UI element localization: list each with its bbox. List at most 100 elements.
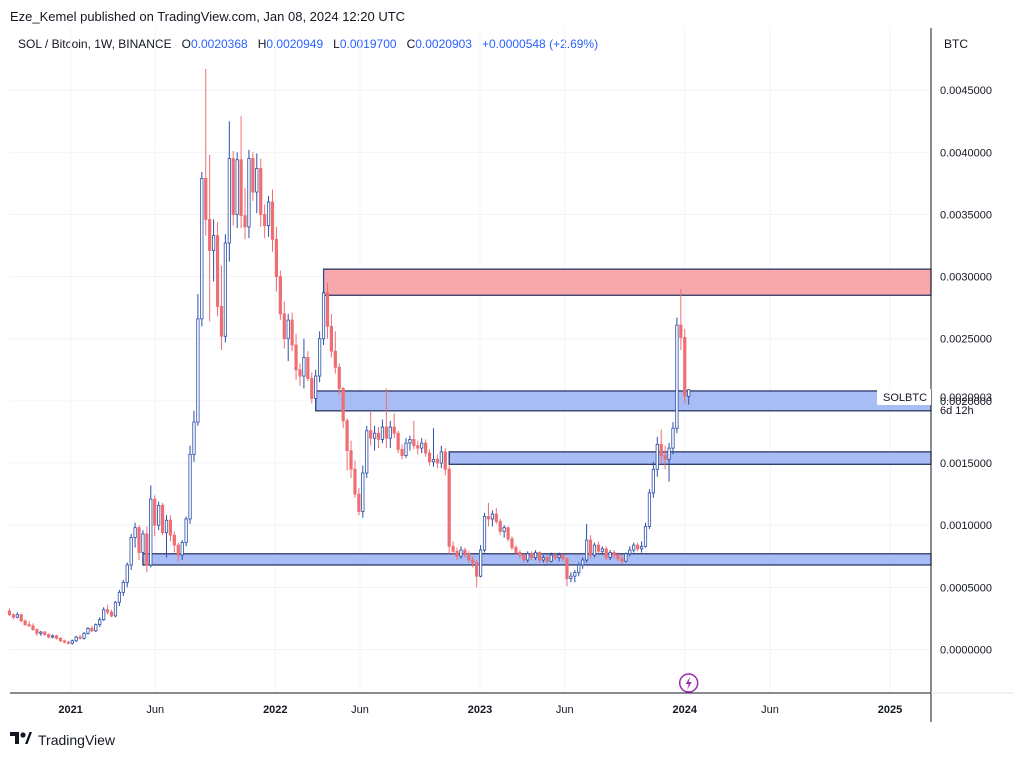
candle	[294, 333, 298, 380]
candle	[349, 440, 353, 478]
candle	[679, 289, 683, 350]
candle	[321, 269, 326, 345]
candle	[565, 557, 569, 587]
candle	[502, 525, 506, 538]
candle	[569, 572, 573, 583]
candle-body	[15, 614, 19, 618]
price-axis[interactable]: 0.0045000 0.0040000 0.0035000 0.0030000 0.00…	[940, 85, 992, 656]
candle-body	[137, 527, 141, 553]
price-tick-label: 0.0040000	[940, 147, 992, 159]
candle	[298, 363, 302, 386]
candle	[196, 294, 200, 426]
candle	[478, 545, 483, 578]
supply-zone[interactable]	[322, 268, 932, 296]
candle-body	[310, 378, 314, 399]
candle-body	[451, 545, 455, 552]
candle	[608, 550, 612, 560]
demand-zone[interactable]	[315, 390, 932, 412]
candle	[7, 608, 12, 616]
candle-body	[537, 552, 542, 561]
candle	[51, 634, 55, 639]
candle-body	[188, 453, 192, 520]
legend-symbol[interactable]: SOL / Bitcoin, 1W, BINANCE	[18, 37, 172, 51]
candle	[659, 429, 663, 465]
candle	[337, 363, 341, 395]
candle-body	[365, 430, 369, 474]
candle-body	[345, 420, 349, 452]
candle-body	[647, 492, 652, 527]
candle-body	[416, 445, 420, 449]
candle-body	[247, 158, 251, 228]
time-axis[interactable]: 2021 Jun 2022 Jun 2023 Jun 2024 Jun 2025	[58, 704, 902, 716]
candle-body	[388, 426, 392, 439]
candle	[573, 569, 577, 583]
candle	[121, 579, 125, 597]
candle-body	[679, 324, 683, 338]
candle	[514, 545, 518, 556]
zones	[142, 268, 932, 566]
candle	[416, 440, 420, 455]
candle	[145, 526, 149, 573]
candle	[639, 541, 644, 553]
time-tick-label: Jun	[351, 704, 369, 716]
lightning-icon[interactable]	[678, 673, 699, 693]
events[interactable]	[678, 673, 699, 693]
candle-body	[70, 640, 74, 644]
candle	[137, 525, 141, 560]
currency-label[interactable]: BTC	[944, 37, 968, 51]
candle-body	[592, 544, 597, 556]
candle-body	[687, 389, 691, 397]
tradingview-logo[interactable]: TradingView	[10, 731, 115, 748]
candle	[357, 487, 361, 516]
candle	[160, 502, 165, 536]
candle-body	[498, 521, 502, 532]
candle	[286, 313, 290, 362]
candle	[624, 552, 628, 563]
candle-body	[27, 624, 31, 627]
time-tick-label: 2022	[263, 704, 287, 716]
candle-body	[659, 444, 663, 456]
candle-body	[39, 631, 43, 634]
candle-body	[612, 552, 616, 556]
candle	[200, 172, 204, 327]
candle	[353, 460, 357, 498]
candle-body	[325, 292, 330, 327]
candle-body	[149, 498, 153, 566]
time-tick-label: Jun	[146, 704, 164, 716]
candle	[510, 536, 514, 551]
tradingview-logo-icon	[10, 731, 32, 748]
candle-body	[624, 553, 628, 562]
candle-body	[412, 439, 416, 447]
demand-zone[interactable]	[448, 451, 932, 465]
candle-body	[577, 564, 581, 573]
candle-body	[74, 636, 78, 642]
candle	[27, 620, 31, 628]
candle	[451, 541, 455, 556]
candle-body	[145, 533, 149, 566]
candle-body	[172, 534, 176, 546]
candle	[475, 560, 479, 588]
candle	[384, 388, 388, 449]
candle-body	[447, 468, 451, 547]
candle-body	[467, 553, 471, 561]
candle	[365, 425, 369, 478]
last-price-label: 0.0020903	[940, 392, 992, 404]
time-tick-label: 2021	[58, 704, 82, 716]
candle	[215, 221, 220, 317]
candle-body	[318, 338, 322, 377]
candle-body	[557, 554, 561, 558]
candle-body	[600, 548, 604, 552]
candle	[420, 438, 424, 454]
candle-body	[109, 611, 114, 617]
candle-body	[663, 455, 667, 460]
price-tick-label: 0.0045000	[940, 85, 992, 97]
candle	[70, 639, 74, 645]
candle-body	[129, 537, 133, 566]
candle-body	[353, 468, 357, 495]
candle	[274, 226, 279, 292]
candle	[90, 625, 94, 633]
candle-body	[620, 558, 624, 562]
candle-body	[573, 572, 577, 577]
candle-body	[636, 544, 640, 550]
